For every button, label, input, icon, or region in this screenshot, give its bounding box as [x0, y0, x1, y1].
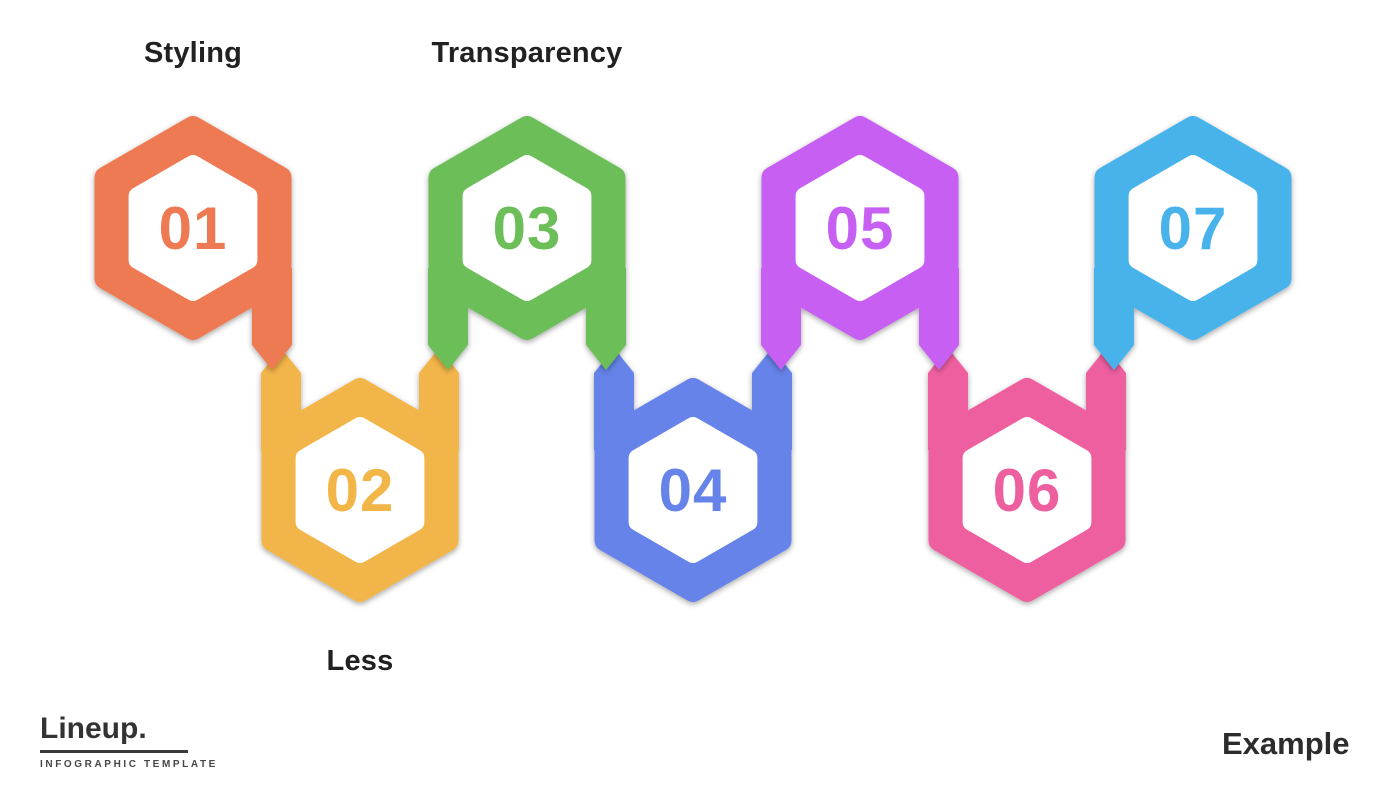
step-label-03: Transparency — [431, 37, 623, 69]
brand-logo-underline — [40, 750, 188, 753]
step-number-06: 06 — [993, 457, 1062, 524]
hexagon-step-05 — [761, 116, 959, 370]
hexagon-step-01 — [94, 116, 292, 370]
step-number-05: 05 — [826, 195, 895, 262]
hexagon-inner — [628, 417, 758, 563]
step-number-01: 01 — [159, 195, 228, 262]
step-number-04: 04 — [659, 457, 728, 524]
hexagon-inner — [462, 155, 592, 301]
hexagon-step-02 — [261, 348, 459, 602]
hexagon-inner — [795, 155, 925, 301]
hexagon-step-06 — [928, 348, 1126, 602]
step-number-02: 02 — [326, 457, 395, 524]
step-label-02: Less — [326, 645, 394, 677]
hexagon-step-07 — [1094, 116, 1292, 370]
hexagon-inner — [128, 155, 258, 301]
step-number-03: 03 — [493, 195, 562, 262]
step-label-01: Styling — [143, 37, 243, 69]
hexagon-inner — [962, 417, 1092, 563]
step-number-07: 07 — [1159, 195, 1228, 262]
brand-logo: Lineup. INFOGRAPHIC TEMPLATE — [40, 712, 218, 770]
hexagon-step-04 — [594, 348, 792, 602]
hexagon-step-03 — [428, 116, 626, 370]
brand-logo-tagline: INFOGRAPHIC TEMPLATE — [40, 759, 218, 770]
hexagon-inner — [1128, 155, 1258, 301]
hexagon-inner — [295, 417, 425, 563]
brand-logo-text: Lineup. — [40, 712, 147, 745]
example-watermark: Example — [1222, 726, 1350, 761]
